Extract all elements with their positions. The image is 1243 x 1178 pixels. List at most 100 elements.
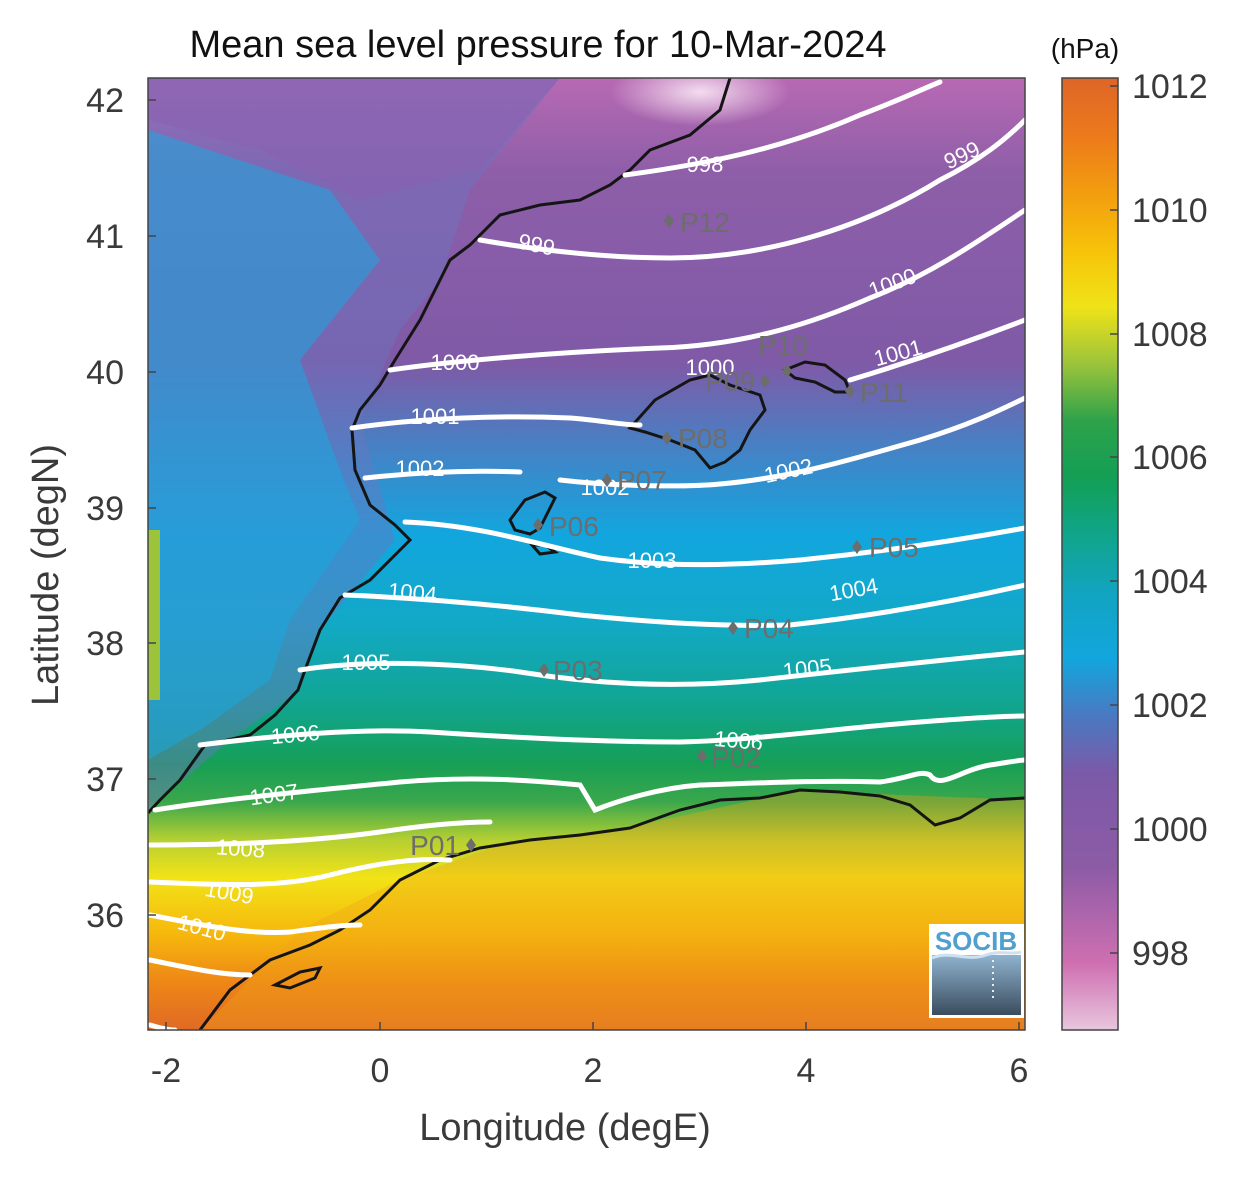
- contour-label: 1000: [686, 355, 735, 380]
- y-axis-title: Latitude (degN): [25, 444, 67, 706]
- island-ibiza: [508, 490, 557, 536]
- station-marker: [782, 364, 792, 378]
- station-label: P04: [744, 613, 794, 644]
- station-label: P03: [553, 655, 603, 686]
- isobar-999: [477, 117, 1025, 261]
- land-north-africa: [148, 790, 1025, 1030]
- station-marker: [697, 749, 707, 763]
- y-tick-label: 41: [86, 218, 124, 256]
- contour-label: 1002: [396, 456, 445, 481]
- contour-label: 1006: [270, 720, 321, 749]
- x-tick-label: -2: [151, 1052, 181, 1090]
- station-marker: [539, 663, 549, 677]
- land-iberia-blue-relief: [148, 130, 380, 760]
- y-tick-label: 37: [86, 761, 124, 799]
- x-tick-label: 4: [797, 1052, 816, 1090]
- land-north-purple: [148, 78, 560, 200]
- colorbar-ticks: [1110, 85, 1118, 954]
- contour-label: 1000: [431, 350, 480, 375]
- station-label: P12: [680, 207, 730, 238]
- station-label: P10: [758, 330, 808, 361]
- station-p07[interactable]: P07: [602, 465, 667, 496]
- colorbar-tick-label: 1008: [1132, 316, 1208, 354]
- y-tick-label: 39: [86, 490, 124, 528]
- colorbar-tick-label: 1006: [1132, 439, 1208, 477]
- logo-wave-line: [931, 950, 1022, 960]
- contour-label: 1003: [628, 548, 677, 573]
- island-alboran-shape: [270, 965, 323, 990]
- colorbar-tick-label: 1010: [1132, 192, 1208, 230]
- isobar-1008: [148, 819, 493, 848]
- station-label: P05: [869, 532, 919, 563]
- station-marker: [845, 384, 855, 398]
- contour-label: 1005: [782, 654, 833, 684]
- isobar-1006: [197, 713, 1025, 748]
- isobar-1009: [148, 857, 453, 888]
- stations: P01 P02 P03 P04 P05 P06: [410, 207, 919, 861]
- x-tick-label: 0: [371, 1052, 390, 1090]
- pink-low-pressure-spot: [610, 78, 790, 126]
- station-marker: [760, 374, 770, 388]
- station-p06[interactable]: P06: [533, 511, 599, 542]
- isobar-1004: [342, 582, 1025, 628]
- station-p11[interactable]: P11: [845, 377, 908, 408]
- colorbar: (hPa) 1012 1010 1008 1006 1004 1002 1000…: [1051, 33, 1208, 1031]
- plot-area: 998 999 999 1000 1000 1000 1001 1001 100…: [148, 78, 1025, 1030]
- plot-frame: [147, 77, 1026, 1031]
- station-marker: [602, 473, 612, 487]
- isobar-998: [622, 79, 943, 178]
- contour-label: 1006: [713, 726, 764, 755]
- station-p10[interactable]: P10: [758, 330, 808, 378]
- isobars: [148, 79, 1025, 1030]
- station-marker: [466, 838, 476, 852]
- colorbar-tick-label: 998: [1132, 935, 1189, 973]
- station-label: P02: [711, 742, 761, 773]
- y-tick-label: 38: [86, 625, 124, 663]
- station-p05[interactable]: P05: [852, 532, 919, 563]
- station-p08[interactable]: P08: [662, 423, 728, 454]
- colorbar-tick-label: 1004: [1132, 563, 1208, 601]
- isobar-1000: [387, 207, 1025, 373]
- contour-label: 998: [687, 152, 724, 177]
- y-tick-label: 42: [86, 82, 124, 120]
- contour-label: 1008: [215, 834, 266, 862]
- station-label: P09: [705, 366, 755, 397]
- y-axis: 42 41 40 39 38 37 36 Latitude (degN): [25, 82, 156, 935]
- station-label: P01: [410, 830, 460, 861]
- x-tick-label: 6: [1010, 1052, 1029, 1090]
- isobar-1010: [148, 912, 363, 935]
- isobar-1002: [362, 395, 1025, 489]
- coastline-north-africa: [198, 788, 1025, 1030]
- logo-wave-panel: [932, 955, 1021, 1015]
- colorbar-gradient: [1061, 77, 1119, 1031]
- station-p01[interactable]: P01: [410, 830, 476, 861]
- station-p03[interactable]: P03: [539, 655, 603, 686]
- station-label: P11: [860, 377, 908, 408]
- isobar-1001: [349, 317, 1025, 431]
- colorbar-tick-label: 1012: [1132, 68, 1208, 106]
- station-marker: [533, 518, 543, 532]
- colorbar-tick-label: 1000: [1132, 811, 1208, 849]
- station-p09[interactable]: P09: [705, 366, 770, 397]
- station-p02[interactable]: P02: [697, 742, 761, 773]
- station-marker: [662, 431, 672, 445]
- station-p04[interactable]: P04: [728, 613, 794, 644]
- station-label: P08: [678, 423, 728, 454]
- station-label: P07: [617, 465, 667, 496]
- contour-label: 1004: [387, 578, 438, 607]
- station-label: P06: [549, 511, 599, 542]
- colorbar-tick-label: 1002: [1132, 687, 1208, 725]
- island-mallorca: [627, 373, 767, 470]
- chart-title: Mean sea level pressure for 10-Mar-2024: [189, 24, 886, 66]
- contour-label: 1001: [411, 404, 460, 429]
- y-tick-label: 40: [86, 354, 124, 392]
- station-p12[interactable]: P12: [664, 207, 730, 238]
- y-tick-label: 36: [86, 897, 124, 935]
- contour-label: 1005: [342, 650, 391, 675]
- isobar-1003: [402, 519, 1025, 568]
- x-tick-label: 2: [584, 1052, 603, 1090]
- station-marker: [852, 540, 862, 554]
- colorbar-unit: (hPa): [1051, 33, 1119, 64]
- isobar-1007: [152, 757, 1025, 814]
